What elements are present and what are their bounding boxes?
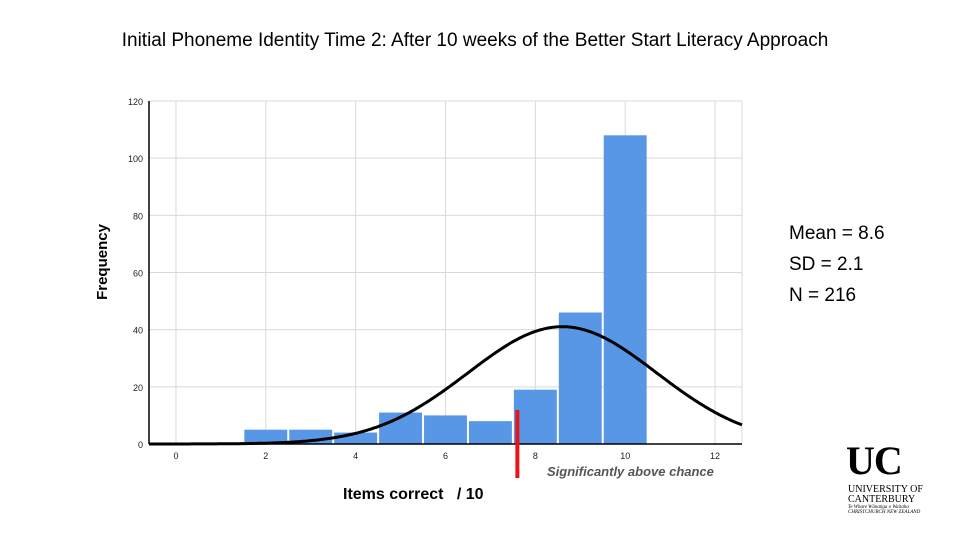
y-tick-label-100: 100: [128, 154, 143, 164]
y-tick-label-40: 40: [133, 326, 143, 336]
bar-6: [424, 415, 467, 444]
x-tick-label-6: 6: [443, 451, 448, 461]
logo-university-of: UNIVERSITY OF: [848, 484, 923, 495]
x-tick-label-0: 0: [173, 451, 178, 461]
bar-7: [468, 421, 512, 444]
n-label: N = 216: [789, 285, 857, 306]
y-tick-label-0: 0: [138, 440, 143, 450]
logo-maori-name: Te Whare Wānanga o Waitaha: [848, 505, 909, 510]
bar-4: [334, 432, 378, 444]
y-tick-label-60: 60: [133, 269, 143, 279]
logo-canterbury: CANTERBURY: [848, 494, 916, 505]
y-tick-label-80: 80: [133, 211, 143, 221]
x-tick-label-2: 2: [263, 451, 268, 461]
annotation-layer: Significantly above chance: [515, 410, 714, 479]
university-logo: UC UNIVERSITY OF CANTERBURY Te Whare Wān…: [846, 438, 938, 516]
bar-2: [244, 429, 288, 444]
bars-layer: [244, 135, 647, 445]
x-axis-label: Items correct / 10: [343, 486, 484, 503]
summary-stats: Mean = 8.6 SD = 2.1 N = 216: [789, 218, 885, 311]
bar-8: [513, 389, 557, 444]
grid-layer: [149, 100, 743, 445]
bar-10: [603, 135, 647, 445]
significance-label: Significantly above chance: [547, 464, 714, 479]
sd-label: SD = 2.1: [789, 254, 864, 275]
y-axis-label: Frequency: [94, 223, 111, 300]
x-tick-label-8: 8: [533, 451, 538, 461]
x-tick-label-10: 10: [620, 451, 630, 461]
logo-location: CHRISTCHURCH NEW ZEALAND: [848, 510, 921, 515]
axis-layer: 0 20 40 60 80 100 120 0 2 4 6 8 10 12 Frequency Items c…: [94, 97, 742, 503]
x-tick-label-4: 4: [353, 451, 358, 461]
slide-title: Initial Phoneme Identity Time 2: After 1…: [121, 30, 829, 51]
mean-label: Mean = 8.6: [789, 223, 885, 244]
y-tick-label-20: 20: [133, 383, 143, 393]
x-tick-label-12: 12: [710, 451, 720, 461]
y-tick-label-120: 120: [128, 97, 143, 107]
logo-uc: UC: [846, 438, 903, 483]
